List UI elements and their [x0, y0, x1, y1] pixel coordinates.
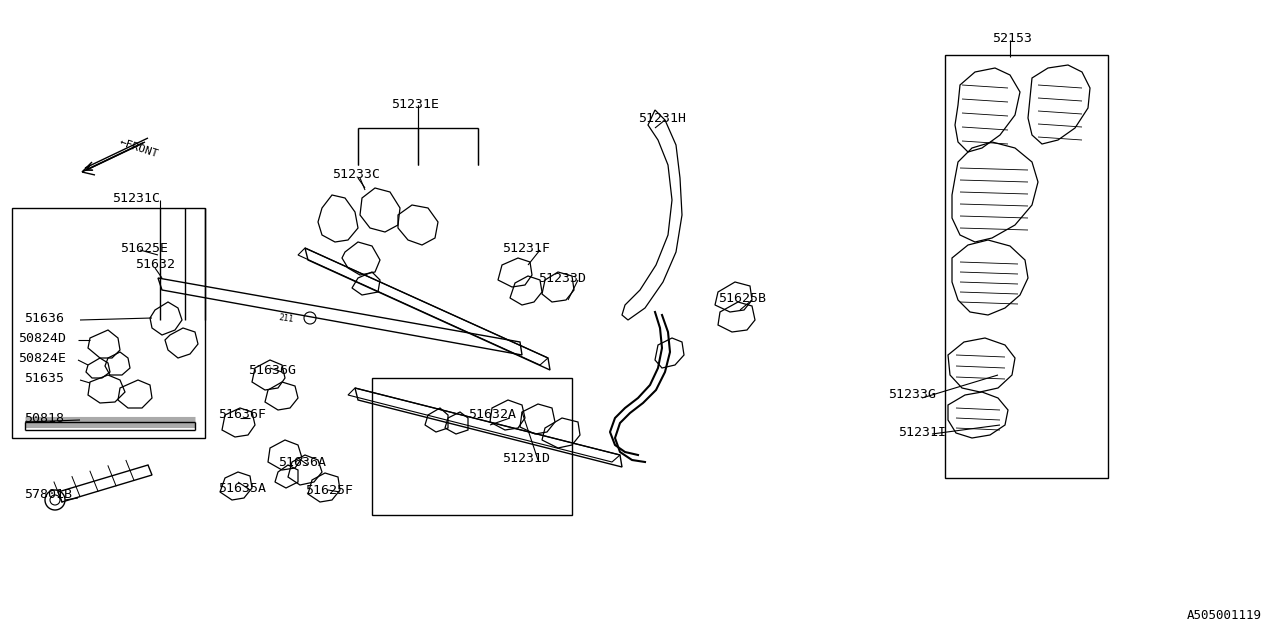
Bar [372, 378, 572, 515]
Text: 51636G: 51636G [248, 364, 296, 376]
Text: 51636: 51636 [24, 312, 64, 324]
Text: 51632A: 51632A [468, 408, 516, 422]
Text: 50818: 50818 [24, 412, 64, 424]
Text: 51231D: 51231D [502, 451, 550, 465]
Text: 51233C: 51233C [332, 168, 380, 182]
Text: 50824E: 50824E [18, 351, 67, 365]
Text: 51632: 51632 [134, 259, 175, 271]
Text: 51636F: 51636F [218, 408, 266, 422]
Bar [12, 208, 205, 438]
Text: 51625E: 51625E [120, 241, 168, 255]
Text: 50824D: 50824D [18, 332, 67, 344]
Text: 51231F: 51231F [502, 241, 550, 255]
Text: 51231E: 51231E [390, 99, 439, 111]
Text: A505001119: A505001119 [1187, 609, 1262, 622]
Text: 51233D: 51233D [538, 271, 586, 285]
Text: 51625B: 51625B [718, 291, 765, 305]
Text: 51231C: 51231C [113, 191, 160, 205]
Text: 51233G: 51233G [888, 388, 936, 401]
Text: 51635: 51635 [24, 371, 64, 385]
Text: 52153: 52153 [992, 31, 1032, 45]
Text: 51231H: 51231H [637, 111, 686, 125]
Text: 57801B: 57801B [24, 488, 72, 502]
Text: 211: 211 [278, 313, 294, 324]
Text: 51231I: 51231I [899, 426, 946, 438]
Bar [945, 55, 1108, 478]
Text: 51636A: 51636A [278, 456, 326, 468]
Text: 51635A: 51635A [218, 481, 266, 495]
Text: 51625F: 51625F [305, 483, 353, 497]
Text: ←FRONT: ←FRONT [118, 137, 160, 159]
